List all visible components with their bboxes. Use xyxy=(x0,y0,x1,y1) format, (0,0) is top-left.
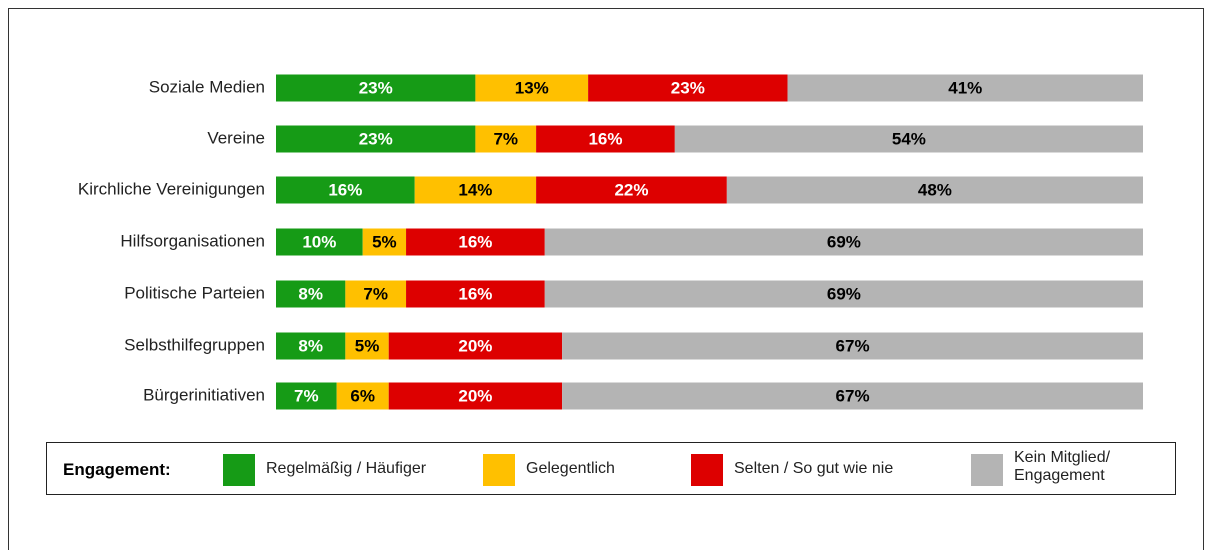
category-label: Vereine xyxy=(207,128,265,147)
value-label: 22% xyxy=(614,180,648,199)
frame xyxy=(8,8,1204,550)
bar-segment xyxy=(388,332,563,360)
bar-segment xyxy=(276,382,337,410)
legend-label: Kein Mitglied/ Engagement xyxy=(1014,449,1111,484)
bar-segment xyxy=(276,228,363,256)
value-label: 7% xyxy=(363,284,388,303)
value-label: 14% xyxy=(458,180,492,199)
bar-segment xyxy=(276,176,415,204)
category-label: Selbsthilfegruppen xyxy=(124,335,265,354)
category-label: Bürgerinitiativen xyxy=(143,385,265,404)
value-label: 20% xyxy=(458,386,492,405)
bar-segment xyxy=(276,332,346,360)
value-label: 20% xyxy=(458,336,492,355)
value-label: 16% xyxy=(588,129,622,148)
value-label: 67% xyxy=(836,386,870,405)
bar-segment xyxy=(406,228,545,256)
value-label: 48% xyxy=(918,180,952,199)
bar-segment xyxy=(388,382,563,410)
value-label: 16% xyxy=(328,180,362,199)
category-label: Soziale Medien xyxy=(149,77,265,96)
value-label: 67% xyxy=(836,336,870,355)
bar-segment xyxy=(544,280,1143,308)
value-label: 7% xyxy=(294,386,319,405)
value-label: 23% xyxy=(671,78,705,97)
value-label: 5% xyxy=(355,336,380,355)
legend-label: Regelmäßig / Häufiger xyxy=(266,460,427,477)
bar-segment xyxy=(276,74,476,102)
bar-segment xyxy=(536,125,675,153)
value-label: 41% xyxy=(948,78,982,97)
bar-segment xyxy=(276,280,346,308)
bar-segment xyxy=(406,280,545,308)
bar-segment xyxy=(414,176,537,204)
bar-segment xyxy=(674,125,1143,153)
value-label: 5% xyxy=(372,232,397,251)
bar-segment xyxy=(588,74,788,102)
category-label: Kirchliche Vereinigungen xyxy=(78,179,265,198)
value-label: 7% xyxy=(493,129,518,148)
bar-segment xyxy=(345,332,389,360)
bar-segment xyxy=(475,125,537,153)
legend-swatch xyxy=(223,454,255,486)
category-label: Politische Parteien xyxy=(124,283,265,302)
legend-swatch xyxy=(691,454,723,486)
legend: Engagement: Regelmäßig / Häufiger Gelegen… xyxy=(46,442,1176,495)
bar-segment xyxy=(536,176,727,204)
value-label: 13% xyxy=(515,78,549,97)
bar-segment xyxy=(787,74,1143,102)
legend-title: Engagement: xyxy=(63,460,171,479)
bar-segment xyxy=(276,125,476,153)
bar-segment xyxy=(544,228,1143,256)
value-label: 10% xyxy=(302,232,336,251)
bar-segment xyxy=(562,382,1143,410)
value-label: 8% xyxy=(298,336,323,355)
bar-segment xyxy=(726,176,1143,204)
value-label: 6% xyxy=(350,386,375,405)
value-label: 16% xyxy=(458,284,492,303)
value-label: 69% xyxy=(827,284,861,303)
legend-swatch xyxy=(483,454,515,486)
legend-swatch xyxy=(971,454,1003,486)
legend-label: Gelegentlich xyxy=(526,460,615,477)
bar-segment xyxy=(475,74,589,102)
category-label: Hilfsorganisationen xyxy=(120,231,265,250)
value-label: 23% xyxy=(359,78,393,97)
value-label: 8% xyxy=(298,284,323,303)
bar-segment xyxy=(362,228,407,256)
value-label: 16% xyxy=(458,232,492,251)
value-label: 23% xyxy=(359,129,393,148)
bar-segment xyxy=(562,332,1143,360)
value-label: 69% xyxy=(827,232,861,251)
bar-segment xyxy=(336,382,389,410)
bar-segment xyxy=(345,280,407,308)
value-label: 54% xyxy=(892,129,926,148)
legend-label: Selten / So gut wie nie xyxy=(734,460,894,477)
